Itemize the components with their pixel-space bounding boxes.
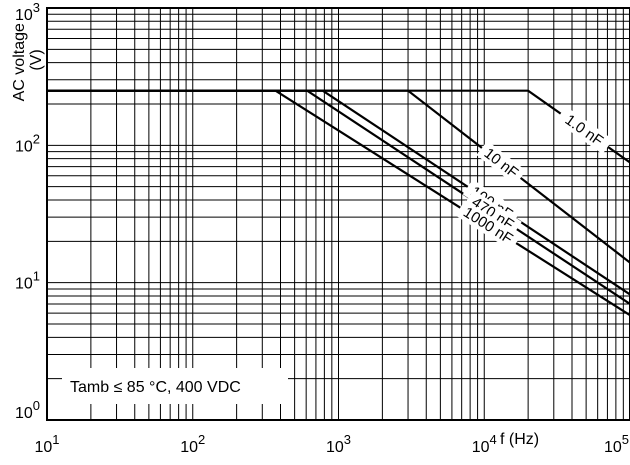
series-label-group: 1.0 nF — [555, 106, 613, 155]
y-tick-label: 100 — [15, 398, 40, 422]
series-label: 1.0 nF — [562, 111, 607, 149]
annotation-box — [62, 368, 288, 404]
y-axis-label: AC voltage (V) — [11, 19, 45, 102]
x-axis-title-group: f (Hz) — [492, 422, 564, 448]
x-axis-label: f (Hz) — [500, 431, 539, 448]
y-tick-label: 103 — [15, 0, 40, 24]
y-axis-label-line-1: AC voltage — [11, 23, 28, 101]
y-tick-label: 102 — [15, 131, 40, 155]
y-axis-label-line-2: (V) — [28, 49, 45, 70]
plot-frame — [46, 7, 630, 421]
y-tick-label: 101 — [15, 269, 40, 293]
x-tick-label: 102 — [180, 432, 205, 456]
x-tick-label: 101 — [34, 432, 59, 456]
series-label-bg — [476, 140, 527, 186]
annotation-text: Tamb ≤ 85 °C, 400 VDC — [70, 379, 241, 396]
x-tick-label: 105 — [604, 432, 629, 456]
series-label-bg — [463, 189, 522, 237]
series-label-bg — [555, 106, 613, 155]
series-label-bg — [455, 200, 521, 251]
x-tick-label: 103 — [326, 432, 351, 456]
x-tick-label: 104 — [472, 432, 497, 456]
